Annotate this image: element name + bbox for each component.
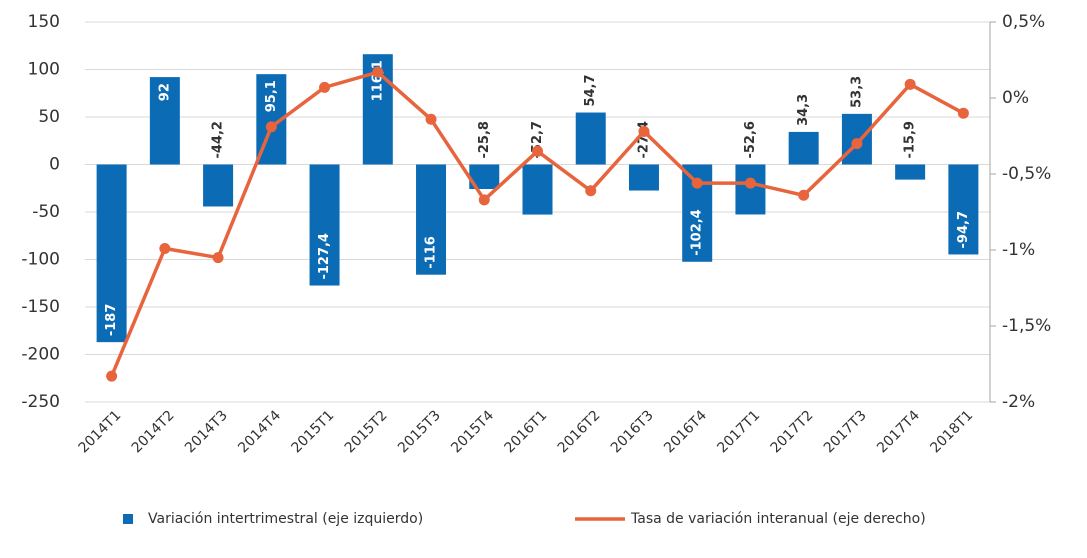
line-point (319, 81, 331, 93)
y2-tick-label: 0,5% (1002, 12, 1045, 32)
line-point (957, 107, 969, 119)
y-tick-label: 100 (28, 60, 60, 80)
legend-label: Variación intertrimestral (eje izquierdo… (148, 511, 423, 527)
x-tick-label: 2014T3 (182, 408, 231, 457)
x-tick-label: 2015T4 (448, 407, 497, 456)
y-tick-label: -100 (21, 250, 60, 270)
line-point (425, 113, 437, 125)
x-tick-label: 2016T2 (555, 408, 604, 457)
x-tick-label: 2017T3 (821, 408, 870, 457)
line (110, 70, 965, 377)
y-tick-label: -150 (21, 297, 60, 317)
line-point (159, 242, 171, 254)
data-label: 53,3 (849, 76, 864, 108)
bar (628, 164, 659, 191)
y-tick-label: -50 (32, 202, 60, 222)
bar (895, 164, 926, 180)
x-tick-label: 2016T4 (661, 407, 710, 456)
bar (575, 112, 606, 165)
line-point (744, 177, 756, 189)
bar (522, 164, 553, 215)
data-label: -127,4 (317, 233, 332, 280)
y2-tick-label: 0% (1002, 88, 1029, 108)
data-label: -94,7 (956, 211, 971, 248)
y2-tick-label: -2% (1002, 392, 1035, 412)
data-label: 34,3 (796, 94, 811, 126)
line-point (372, 66, 384, 78)
data-label: 95,1 (264, 80, 279, 112)
y-tick-label: 150 (28, 12, 60, 32)
line-point (798, 189, 810, 201)
data-label: 92 (157, 83, 172, 101)
y2-tick-label: -1,5% (1002, 316, 1051, 336)
x-tick-label: 2018T1 (927, 408, 976, 457)
bar (203, 164, 234, 207)
x-tick-label: 2017T4 (874, 407, 923, 456)
data-label: -52,6 (743, 121, 758, 158)
x-tick-label: 2014T4 (235, 407, 284, 456)
line-point (106, 370, 118, 382)
data-label: -187 (104, 304, 119, 337)
line-point (585, 185, 597, 197)
line-point (904, 78, 916, 90)
line-point (478, 194, 490, 206)
data-label: -44,2 (211, 121, 226, 158)
x-tick-label: 2016T1 (501, 408, 550, 457)
line-point (851, 138, 863, 150)
y2-tick-label: -0,5% (1002, 164, 1051, 184)
x-tick-label: 2017T1 (714, 408, 763, 457)
y-tick-label: 50 (38, 107, 60, 127)
y-tick-label: -200 (21, 345, 60, 365)
line-point (691, 177, 703, 189)
x-tick-label: 2015T1 (289, 408, 338, 457)
line-point (265, 121, 277, 133)
bar (948, 164, 979, 255)
data-label: -15,9 (903, 121, 918, 158)
x-tick-label: 2014T1 (76, 408, 125, 457)
bar (735, 164, 766, 215)
legend-label: Tasa de variación interanual (eje derech… (630, 511, 926, 527)
x-tick-label: 2016T3 (608, 408, 657, 457)
bar (416, 164, 447, 275)
x-tick-label: 2017T2 (768, 408, 817, 457)
data-label: -116 (424, 236, 439, 269)
x-tick-label: 2015T2 (342, 408, 391, 457)
legend-swatch (123, 514, 133, 524)
bar (149, 77, 180, 165)
y-tick-label: 0 (49, 155, 60, 175)
data-label: -25,8 (477, 121, 492, 158)
x-tick-label: 2015T3 (395, 408, 444, 457)
data-label: -102,4 (690, 209, 705, 256)
data-label: 116,1 (370, 60, 385, 101)
bar (788, 131, 819, 165)
bar (309, 164, 340, 286)
y-tick-label: -250 (21, 392, 60, 412)
line-point (212, 252, 224, 264)
y2-tick-label: -1% (1002, 240, 1035, 260)
data-label: 54,7 (583, 74, 598, 106)
bar (96, 164, 127, 343)
line-point (638, 125, 650, 137)
line-point (532, 145, 543, 157)
x-tick-label: 2014T2 (129, 408, 178, 457)
